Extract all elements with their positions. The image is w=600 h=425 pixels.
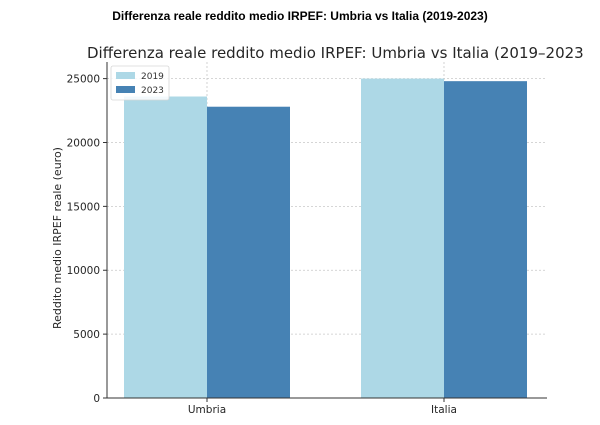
- y-ticks: 0 5000 10000 15000 20000 25000: [67, 74, 107, 405]
- y-tick-label: 15000: [67, 201, 100, 213]
- x-tick-label: Italia: [431, 404, 457, 416]
- bar-italia-2019: [361, 78, 444, 398]
- bar-umbria-2023: [207, 106, 290, 398]
- page-heading: Differenza reale reddito medio IRPEF: Um…: [112, 9, 488, 23]
- x-ticks: Umbria Italia: [188, 398, 457, 416]
- legend-label-2023: 2023: [141, 86, 164, 96]
- y-tick-label: 0: [93, 393, 100, 405]
- y-tick-label: 5000: [73, 329, 100, 341]
- legend: 2019 2023: [110, 65, 170, 101]
- bar-umbria-2019: [124, 96, 207, 398]
- y-tick-label: 20000: [67, 137, 100, 149]
- bars: [124, 78, 527, 398]
- y-axis-label: Reddito medio IRPEF reale (euro): [51, 147, 64, 329]
- axes: [106, 62, 547, 399]
- bar-italia-2023: [444, 81, 527, 398]
- chart-title: Differenza reale reddito medio IRPEF: Um…: [87, 44, 584, 62]
- legend-label-2019: 2019: [141, 72, 164, 82]
- y-tick-label: 10000: [67, 265, 100, 277]
- legend-swatch-2019: [116, 72, 135, 79]
- y-tick-label: 25000: [67, 74, 100, 86]
- x-tick-label: Umbria: [188, 404, 226, 416]
- legend-swatch-2023: [116, 86, 135, 93]
